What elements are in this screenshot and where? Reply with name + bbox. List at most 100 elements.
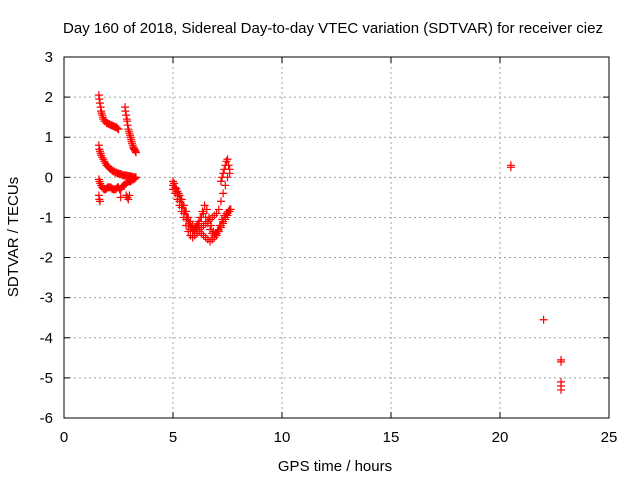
- data-point: [124, 125, 133, 134]
- data-point: [215, 221, 224, 230]
- grid-lines: [64, 57, 609, 418]
- data-point: [219, 217, 228, 226]
- data-point: [224, 161, 233, 170]
- y-axis-label: SDTVAR / TECUs: [5, 177, 22, 297]
- data-point: [198, 207, 207, 216]
- x-tick-label: 25: [601, 429, 618, 446]
- data-point: [226, 205, 235, 214]
- data-point: [557, 357, 566, 366]
- data-point: [175, 197, 184, 206]
- data-point: [196, 213, 205, 222]
- data-point: [97, 151, 106, 160]
- data-point: [179, 209, 188, 218]
- data-point: [95, 99, 104, 108]
- data-point: [191, 223, 200, 232]
- y-tick-label: 3: [45, 49, 53, 66]
- data-point: [172, 184, 181, 193]
- x-tick-label: 10: [274, 429, 291, 446]
- data-point: [212, 209, 221, 218]
- y-tick-label: -2: [40, 250, 53, 267]
- data-point: [200, 201, 209, 210]
- data-point: [177, 203, 186, 212]
- data-point: [98, 111, 107, 120]
- data-point: [221, 213, 230, 222]
- data-point: [95, 147, 104, 156]
- data-point: [207, 221, 216, 230]
- data-point: [222, 157, 231, 166]
- data-point: [95, 195, 104, 204]
- data-point: [221, 181, 230, 190]
- y-tick-label: -5: [40, 370, 53, 387]
- data-point: [186, 217, 195, 226]
- data-point: [173, 191, 182, 200]
- y-tick-label: 0: [45, 169, 53, 186]
- data-point: [557, 385, 566, 394]
- data-point: [128, 139, 137, 148]
- data-point: [202, 205, 211, 214]
- x-tick-label: 20: [492, 429, 509, 446]
- data-point: [130, 174, 139, 183]
- data-point: [506, 163, 515, 172]
- data-point: [100, 157, 109, 166]
- data-point: [194, 219, 203, 228]
- data-point: [218, 173, 227, 182]
- data-point: [192, 221, 201, 230]
- x-tick-label: 5: [169, 429, 177, 446]
- data-point: [218, 215, 227, 224]
- y-tick-label: -1: [40, 209, 53, 226]
- y-tick-label: 2: [45, 89, 53, 106]
- data-point: [204, 213, 213, 222]
- data-point: [539, 315, 548, 324]
- data-point: [123, 121, 132, 130]
- data-point: [214, 225, 223, 234]
- data-point: [131, 148, 140, 157]
- plot-frame: [63, 56, 610, 419]
- x-tick-label: 0: [60, 429, 68, 446]
- data-point: [131, 173, 140, 182]
- data-point: [125, 129, 134, 138]
- data-point: [122, 111, 131, 120]
- data-point: [203, 219, 212, 228]
- data-point: [183, 213, 192, 222]
- data-point: [95, 95, 104, 104]
- data-point: [121, 107, 130, 116]
- data-point: [220, 165, 229, 174]
- data-point: [96, 179, 105, 188]
- y-tick-label: -3: [40, 290, 53, 307]
- data-point: [114, 125, 123, 134]
- data-points: [94, 91, 566, 394]
- data-point: [94, 175, 103, 184]
- data-point: [180, 207, 189, 216]
- data-point: [214, 205, 223, 214]
- data-point: [182, 215, 191, 224]
- data-point: [199, 209, 208, 218]
- data-point: [185, 219, 194, 228]
- data-point: [174, 189, 183, 198]
- data-point: [176, 195, 185, 204]
- data-point: [95, 197, 104, 206]
- data-point: [184, 221, 193, 230]
- data-point: [216, 197, 225, 206]
- data-point: [97, 109, 106, 118]
- y-tick-label: 1: [45, 129, 53, 146]
- data-point: [206, 225, 215, 234]
- data-point: [95, 177, 104, 186]
- data-point: [98, 153, 107, 162]
- data-point: [99, 155, 108, 164]
- data-point: [195, 217, 204, 226]
- chart-title: Day 160 of 2018, Sidereal Day-to-day VTE…: [63, 20, 603, 37]
- data-point: [113, 124, 122, 133]
- data-point: [225, 169, 234, 178]
- data-point: [171, 185, 180, 194]
- data-point: [125, 191, 134, 200]
- y-tick-label: -6: [40, 410, 53, 427]
- data-point: [223, 155, 232, 164]
- data-point: [124, 195, 133, 204]
- axis-ticks: 0 5 10 15 20 25 -6 -5 -4 -3 -2 -1 0 1 2 3: [40, 49, 618, 446]
- data-point: [95, 145, 104, 154]
- data-point: [126, 133, 135, 142]
- data-point: [216, 177, 225, 186]
- data-point: [219, 189, 228, 198]
